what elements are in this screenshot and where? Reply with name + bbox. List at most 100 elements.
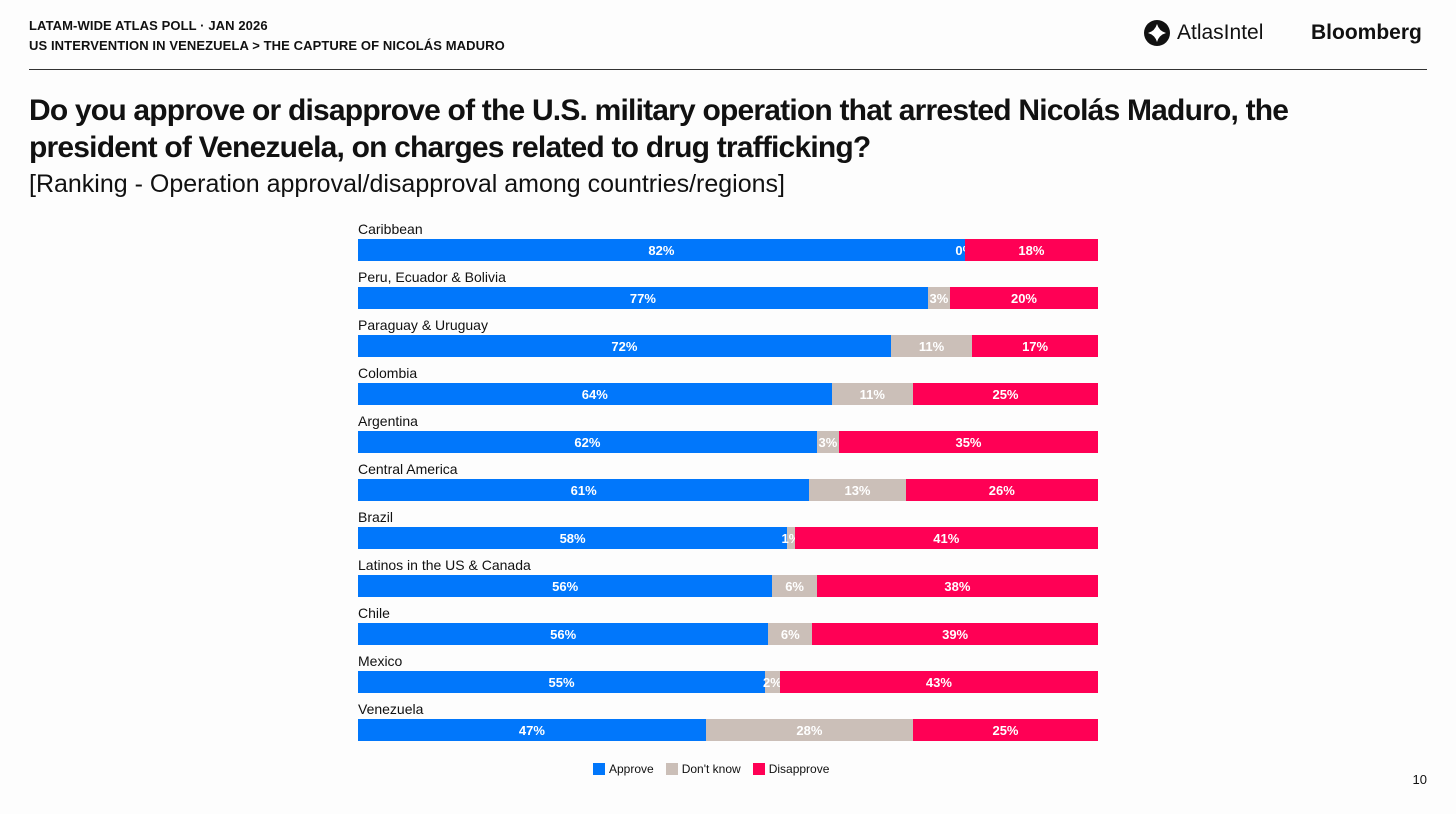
bar-segment-disapprove: 18% — [964, 239, 1098, 261]
data-label: 43% — [925, 674, 952, 690]
page-number: 10 — [1412, 772, 1427, 787]
bar-row: 64% 11% 25% — [358, 383, 1098, 405]
bar-segment-disapprove: 35% — [838, 431, 1098, 453]
bar-row: 72% 11% 17% — [358, 335, 1098, 357]
atlasintel-logo-text: AtlasIntel — [1177, 21, 1264, 44]
bar-segment-approve: 55% — [358, 671, 765, 693]
category-label: Argentina — [358, 413, 418, 429]
data-label: 17% — [1022, 338, 1049, 354]
data-label: 41% — [933, 530, 960, 546]
data-label: 18% — [1018, 242, 1045, 258]
bar-segment-don-t-know: 11% — [890, 335, 973, 357]
data-label: 82% — [648, 242, 675, 258]
bloomberg-logo: Bloomberg — [1311, 21, 1422, 44]
bar-row: 61% 13% 26% — [358, 479, 1098, 501]
data-label: 62% — [574, 434, 601, 450]
data-label: 3% — [929, 290, 949, 306]
bar-segment-approve: 82% — [358, 239, 965, 261]
data-label: 35% — [955, 434, 982, 450]
bar-segment-approve: 58% — [358, 527, 788, 549]
atlasintel-logo: AtlasIntel — [1143, 19, 1263, 47]
data-label: 56% — [550, 626, 577, 642]
data-label: 26% — [988, 482, 1015, 498]
bar-segment-approve: 64% — [358, 383, 832, 405]
category-label: Caribbean — [358, 221, 423, 237]
bar-row: 55% 2% 43% — [358, 671, 1098, 693]
category-label: Paraguay & Uruguay — [358, 317, 488, 333]
bar-segment-don-t-know: 1% — [781, 527, 800, 549]
data-label: 38% — [944, 578, 971, 594]
bar-segment-approve: 61% — [358, 479, 810, 501]
data-label: 61% — [570, 482, 597, 498]
legend: Approve Don't know Disapprove — [593, 762, 829, 776]
legend-item: Approve — [593, 762, 654, 776]
legend-label: Approve — [609, 762, 654, 776]
data-label: 20% — [1010, 290, 1037, 306]
bar-segment-disapprove: 39% — [812, 623, 1098, 645]
legend-swatch — [593, 763, 605, 775]
bar-segment-don-t-know: 3% — [927, 287, 950, 309]
bar-segment-disapprove: 43% — [779, 671, 1098, 693]
bar-segment-don-t-know: 6% — [772, 575, 817, 597]
category-label: Peru, Ecuador & Bolivia — [358, 269, 506, 285]
data-label: 6% — [780, 626, 800, 642]
bar-segment-approve: 56% — [358, 575, 773, 597]
data-label: 39% — [942, 626, 969, 642]
data-label: 11% — [918, 338, 945, 354]
category-label: Mexico — [358, 653, 403, 669]
category-label: Latinos in the US & Canada — [358, 557, 531, 573]
poll-kicker: LATAM-WIDE ATLAS POLL · JAN 2026 — [29, 18, 268, 33]
chart-subtitle: [Ranking - Operation approval/disapprova… — [29, 170, 785, 198]
bar-row: 62% 3% 35% — [358, 431, 1098, 453]
bar-segment-approve: 77% — [358, 287, 928, 309]
bar-segment-don-t-know: 3% — [816, 431, 839, 453]
data-label: 11% — [859, 386, 885, 402]
data-label: 58% — [559, 530, 586, 546]
bar-row: 58% 1% 41% — [358, 527, 1098, 549]
data-label: 28% — [796, 722, 823, 738]
bar-segment-disapprove: 20% — [949, 287, 1098, 309]
data-label: 25% — [992, 722, 1019, 738]
bar-segment-don-t-know: 6% — [768, 623, 813, 645]
data-label: 2% — [763, 674, 782, 690]
bar-row: 56% 6% 39% — [358, 623, 1098, 645]
category-label: Colombia — [358, 365, 418, 381]
bar-segment-disapprove: 38% — [816, 575, 1098, 597]
chart-title: Do you approve or disapprove of the U.S.… — [29, 94, 1289, 164]
bar-segment-disapprove: 17% — [972, 335, 1098, 357]
category-label: Brazil — [358, 509, 394, 525]
bar-row: 56% 6% 38% — [358, 575, 1098, 597]
legend-item: Disapprove — [752, 762, 830, 776]
data-label: 72% — [611, 338, 638, 354]
data-label: 64% — [581, 386, 608, 402]
data-label: 25% — [992, 386, 1019, 402]
legend-item: Don't know — [665, 762, 741, 776]
data-label: 47% — [518, 722, 545, 738]
data-label: 6% — [785, 578, 804, 594]
data-label: 3% — [818, 434, 838, 450]
bar-segment-don-t-know: 2% — [763, 671, 782, 693]
bar-segment-approve: 56% — [358, 623, 769, 645]
atlasintel-logo-icon — [1144, 20, 1170, 46]
category-label: Venezuela — [358, 701, 424, 717]
data-label: 56% — [552, 578, 579, 594]
legend-swatch — [752, 763, 765, 775]
bar-row: 77% 3% 20% — [358, 287, 1098, 309]
legend-label: Don't know — [681, 762, 741, 776]
category-label: Chile — [358, 605, 390, 621]
bar-segment-disapprove: 25% — [912, 719, 1098, 741]
bar-segment-approve: 62% — [358, 431, 817, 453]
bar-segment-don-t-know: 13% — [809, 479, 906, 501]
legend-label: Disapprove — [768, 762, 830, 776]
bar-segment-don-t-know: 28% — [705, 719, 913, 741]
bar-segment-approve: 72% — [358, 335, 891, 357]
bar-segment-don-t-know: 11% — [831, 383, 913, 405]
bar-segment-disapprove: 25% — [912, 383, 1098, 405]
section-breadcrumb: US INTERVENTION IN VENEZUELA > THE CAPTU… — [29, 38, 505, 53]
data-label: 13% — [844, 482, 871, 498]
category-label: Central America — [358, 461, 458, 477]
header-divider — [29, 69, 1427, 70]
bar-segment-disapprove: 41% — [794, 527, 1098, 549]
bar-segment-approve: 47% — [358, 719, 706, 741]
data-label: 55% — [548, 674, 575, 690]
